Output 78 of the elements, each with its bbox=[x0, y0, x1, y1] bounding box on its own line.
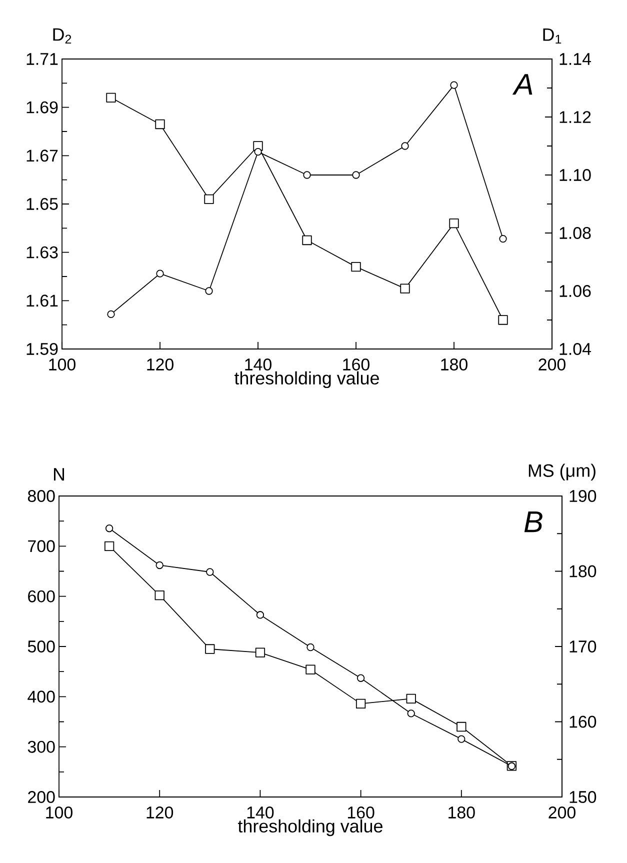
point bbox=[256, 611, 264, 619]
point bbox=[306, 664, 316, 674]
y-tick-label: 1.69 bbox=[26, 101, 58, 114]
y-tick-label: 1.71 bbox=[26, 53, 58, 65]
y-tick-label: 1.65 bbox=[26, 198, 58, 210]
point bbox=[156, 561, 164, 570]
y2-tick-label: 160 bbox=[570, 716, 596, 728]
y2-tick-label: 180 bbox=[570, 565, 596, 578]
point bbox=[106, 92, 116, 102]
point bbox=[104, 541, 114, 551]
y-tick-label: 300 bbox=[28, 740, 55, 753]
x-tick-label: 160 bbox=[348, 806, 374, 818]
point bbox=[205, 287, 213, 295]
x-tick-label: 200 bbox=[548, 806, 576, 818]
point bbox=[450, 81, 458, 89]
point bbox=[155, 119, 165, 130]
point bbox=[306, 643, 314, 652]
y-tick-label: 1.63 bbox=[26, 246, 58, 258]
x-tick-label: 180 bbox=[448, 806, 475, 818]
x-tick-label: 100 bbox=[46, 806, 72, 818]
point bbox=[302, 235, 312, 246]
x-tick-label: 200 bbox=[538, 358, 566, 370]
y2-tick-label: 1.12 bbox=[560, 111, 591, 123]
point bbox=[458, 735, 466, 743]
y2-tick-label: 170 bbox=[570, 640, 596, 652]
point bbox=[407, 710, 415, 718]
point bbox=[107, 310, 115, 318]
point bbox=[154, 590, 164, 600]
point bbox=[303, 171, 311, 179]
annotation: A bbox=[512, 74, 532, 95]
point bbox=[356, 674, 365, 682]
x-tick-label: 140 bbox=[245, 358, 272, 370]
point bbox=[400, 284, 410, 294]
point bbox=[204, 194, 214, 204]
point bbox=[205, 644, 215, 654]
x-tick-label: 100 bbox=[49, 358, 76, 370]
point bbox=[105, 524, 114, 532]
point bbox=[206, 568, 214, 576]
x-axis-title: thresholding value bbox=[238, 819, 382, 836]
y2-tick-label: 1.04 bbox=[560, 342, 591, 355]
y2-tick-label: 1.10 bbox=[560, 168, 591, 181]
point bbox=[351, 262, 361, 272]
y-tick-label: 800 bbox=[28, 490, 55, 502]
y-tick-label: 1.61 bbox=[26, 294, 58, 307]
point bbox=[156, 270, 164, 278]
y2-axis-title: MS (μm) bbox=[528, 464, 596, 481]
point bbox=[498, 315, 508, 325]
y2-tick-label: 1.14 bbox=[560, 53, 591, 65]
y-tick-label: 600 bbox=[28, 590, 55, 602]
y2-tick-label: 150 bbox=[570, 791, 596, 803]
point bbox=[401, 142, 409, 150]
x-tick-label: 120 bbox=[147, 358, 174, 370]
y2-tick-label: 190 bbox=[570, 490, 596, 502]
point bbox=[456, 722, 466, 732]
y-tick-label: 200 bbox=[28, 791, 55, 803]
y-tick-label: 1.59 bbox=[26, 342, 58, 355]
y2-tick-label: 1.08 bbox=[560, 226, 591, 239]
annotation: B bbox=[524, 512, 542, 532]
point bbox=[255, 648, 266, 658]
x-tick-label: 180 bbox=[441, 358, 468, 370]
point bbox=[254, 148, 262, 156]
point bbox=[499, 234, 507, 243]
y-axis-title: N bbox=[54, 468, 64, 481]
y-tick-label: 1.67 bbox=[26, 150, 58, 162]
y2-tick-label: 1.06 bbox=[560, 284, 591, 297]
point bbox=[356, 698, 366, 709]
y-axis-title: D$_{2}$ bbox=[53, 28, 72, 44]
y-tick-label: 500 bbox=[28, 640, 55, 653]
x-tick-label: 160 bbox=[343, 358, 370, 370]
point bbox=[352, 171, 360, 179]
point bbox=[406, 694, 416, 704]
point bbox=[449, 218, 459, 228]
x-tick-label: 140 bbox=[247, 806, 274, 818]
y-tick-label: 400 bbox=[28, 690, 55, 703]
y-tick-label: 700 bbox=[28, 540, 55, 552]
x-tick-label: 120 bbox=[146, 806, 174, 818]
y2-axis-title: D$_{1}$ bbox=[543, 28, 562, 44]
x-axis-title: thresholding value bbox=[234, 371, 379, 388]
